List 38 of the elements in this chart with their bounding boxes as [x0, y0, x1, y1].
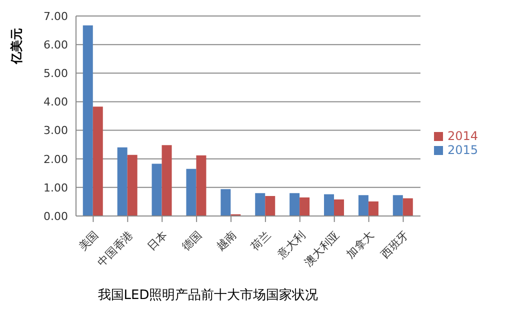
bar — [368, 201, 378, 216]
y-tick-label: 4.00 — [44, 96, 68, 109]
text: 我国LED照明产品前十大市场国家状况 — [96, 287, 320, 304]
y-tick-label: 5.00 — [44, 67, 68, 80]
y-tick-label: 6.00 — [44, 38, 68, 52]
legend-label: 2015 — [447, 143, 478, 157]
bar — [255, 193, 266, 216]
x-tick-label: 加拿大 — [344, 228, 377, 262]
bar — [220, 189, 231, 216]
bar — [334, 199, 344, 216]
y-tick-label: 1.00 — [44, 181, 68, 194]
bar — [358, 195, 368, 216]
bar — [186, 168, 196, 216]
bar — [324, 194, 334, 216]
x-tick-label: 美国 — [76, 228, 101, 254]
bar — [392, 195, 403, 216]
y-tick-label: 2.00 — [44, 152, 68, 166]
bar — [152, 164, 162, 216]
y-tick-label: 0.00 — [44, 210, 68, 223]
x-tick-label: 越南 — [214, 228, 239, 254]
x-tick-label: 德国 — [180, 228, 204, 254]
bar — [300, 197, 310, 216]
y-axis-title: 亿美元 — [9, 28, 24, 65]
y-tick-label: 7.00 — [44, 10, 68, 23]
bar — [265, 196, 276, 216]
bar — [82, 25, 93, 216]
legend-label: 2014 — [447, 129, 478, 143]
x-tick-label: 日本 — [145, 228, 170, 254]
bar — [162, 145, 172, 216]
x-tick-label: 荷兰 — [248, 228, 274, 254]
bar — [402, 198, 413, 216]
bar — [92, 106, 103, 216]
x-tick-label: 西班牙 — [378, 228, 412, 262]
bar — [196, 155, 206, 216]
bar — [290, 193, 300, 216]
y-tick-label: 3.00 — [44, 124, 68, 138]
bar — [127, 154, 138, 216]
bar — [117, 147, 128, 216]
